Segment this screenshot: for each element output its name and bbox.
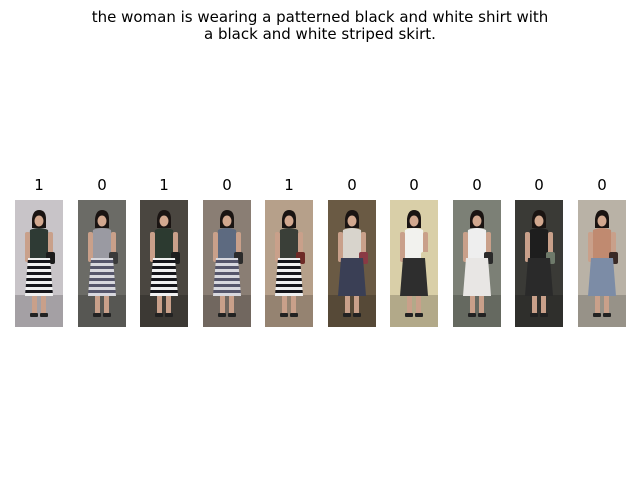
match-label: 1 (34, 176, 44, 194)
person-thumbnail (265, 200, 313, 327)
person-thumbnail (328, 200, 376, 327)
query-caption-line-2: a black and white striped skirt. (204, 25, 436, 43)
person-thumbnail (578, 200, 626, 327)
match-label: 0 (347, 176, 357, 194)
query-caption: the woman is wearing a patterned black a… (0, 9, 640, 43)
match-label: 0 (97, 176, 107, 194)
person-thumbnail (390, 200, 438, 327)
match-label: 0 (222, 176, 232, 194)
match-label: 0 (409, 176, 419, 194)
match-label: 1 (284, 176, 294, 194)
person-thumbnail (78, 200, 126, 327)
query-caption-line-1: the woman is wearing a patterned black a… (91, 8, 549, 26)
match-label: 0 (534, 176, 544, 194)
person-thumbnail (15, 200, 63, 327)
match-label: 0 (597, 176, 607, 194)
person-thumbnail (140, 200, 188, 327)
person-thumbnail (203, 200, 251, 327)
match-label: 1 (159, 176, 169, 194)
person-thumbnail (453, 200, 501, 327)
match-label: 0 (472, 176, 482, 194)
person-thumbnail (515, 200, 563, 327)
